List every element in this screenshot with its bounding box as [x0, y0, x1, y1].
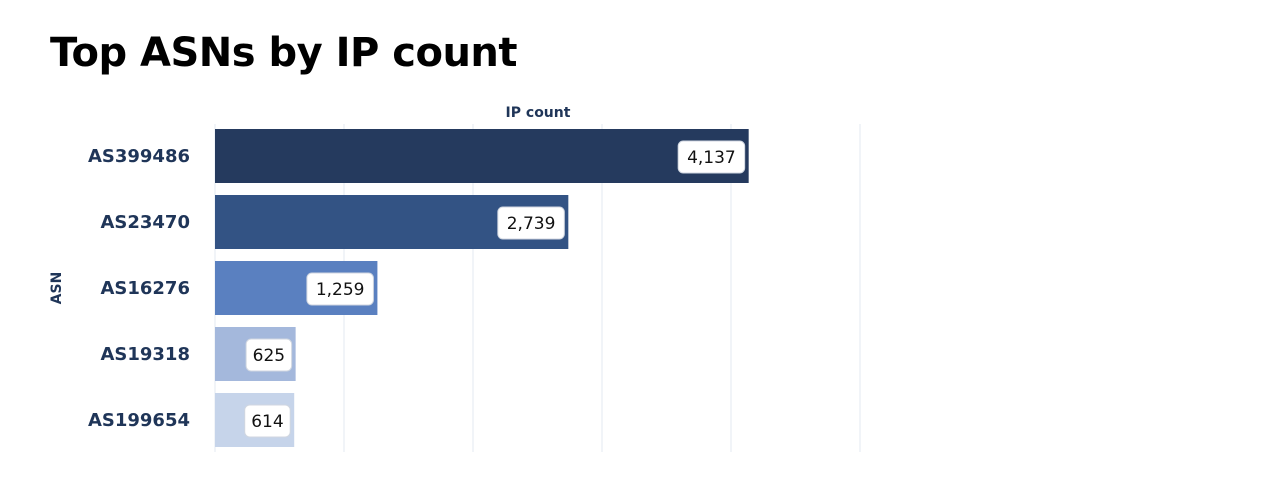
bar [215, 129, 749, 183]
data-label: 4,137 [687, 148, 736, 168]
data-label-box [497, 206, 565, 240]
data-label-box [245, 338, 293, 372]
category-label: AS199654 [88, 410, 190, 431]
category-label: AS23470 [100, 212, 190, 233]
category-label: AS399486 [88, 146, 190, 167]
data-label: 614 [251, 412, 283, 432]
data-label-box [306, 272, 374, 306]
chart-title: Top ASNs by IP count [50, 30, 518, 76]
data-label: 1,259 [316, 280, 365, 300]
data-label: 2,739 [507, 214, 556, 234]
y-axis-label: ASN [49, 272, 65, 305]
data-label-box [677, 140, 746, 174]
x-axis-label: IP count [506, 105, 571, 121]
data-label-box [244, 404, 291, 438]
category-label: AS16276 [100, 278, 190, 299]
category-label: AS19318 [100, 344, 190, 365]
data-label: 625 [253, 346, 285, 366]
